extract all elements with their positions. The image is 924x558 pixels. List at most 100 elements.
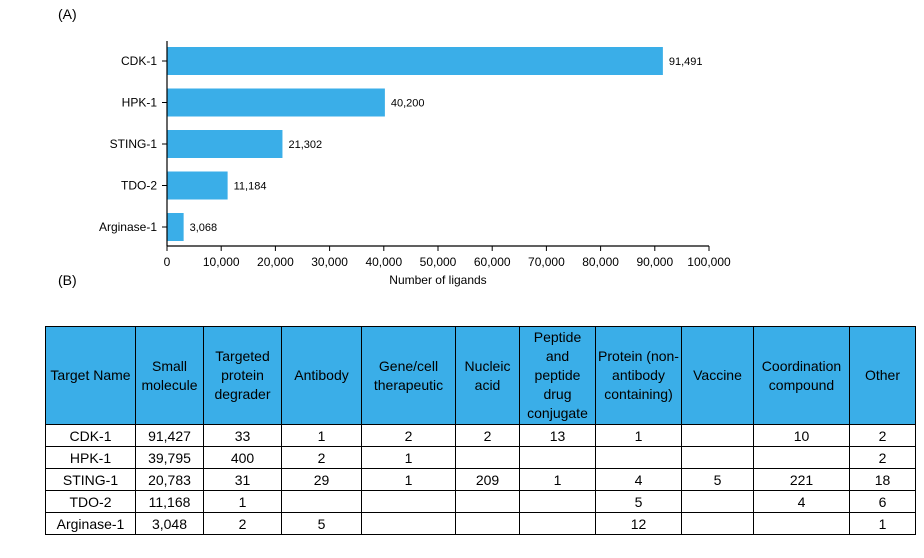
value-label: 91,491 [669, 56, 703, 68]
table-cell: 5 [281, 512, 362, 535]
table-header-cell: Target Name [45, 326, 136, 425]
table-cell: 18 [849, 468, 916, 491]
table-cell [681, 424, 754, 447]
bar-arginase-1 [167, 213, 184, 241]
table-cell: 1 [361, 468, 456, 491]
category-label: CDK-1 [121, 54, 157, 68]
bar-sting-1 [167, 130, 283, 158]
table-cell: 1 [281, 424, 362, 447]
x-tick-label: 40,000 [365, 255, 402, 269]
table-cell [361, 512, 456, 535]
table-cell [455, 490, 520, 513]
x-tick-label: 60,000 [474, 255, 511, 269]
x-tick-label: 10,000 [203, 255, 240, 269]
table-cell: 2 [203, 512, 282, 535]
table-header-cell: Protein (non-antibody containing) [595, 326, 682, 425]
table-cell: 1 [203, 490, 282, 513]
value-label: 11,184 [234, 181, 267, 193]
table-cell [519, 446, 596, 469]
table-cell [753, 512, 850, 535]
table-header-cell: Nucleic acid [455, 326, 520, 425]
table-cell: 20,783 [135, 468, 204, 491]
table-cell [681, 512, 754, 535]
table-cell [455, 446, 520, 469]
x-tick-label: 90,000 [636, 255, 673, 269]
table-header-row: Target Name Small molecule Targeted protei… [45, 326, 916, 425]
table-cell: 209 [455, 468, 520, 491]
x-tick-label: 30,000 [311, 255, 348, 269]
bar-cdk-1 [167, 47, 663, 75]
table-cell: 3,048 [135, 512, 204, 535]
panel-a-label: (A) [58, 6, 77, 22]
table-cell [361, 490, 456, 513]
table-cell: 33 [203, 424, 282, 447]
panel-b-label: (B) [58, 272, 77, 288]
row-target-name: Arginase-1 [45, 512, 136, 535]
table-cell: 4 [753, 490, 850, 513]
table-row: TDO-2 11,168 1 5 4 6 [45, 490, 916, 513]
table-cell [519, 490, 596, 513]
table-row: Arginase-1 3,048 2 5 12 1 [45, 512, 916, 535]
table-cell: 39,795 [135, 446, 204, 469]
table-cell: 2 [361, 424, 456, 447]
table-header-cell: Small molecule [135, 326, 204, 425]
table-cell: 91,427 [135, 424, 204, 447]
table-header-cell: Gene/cell therapeutic [361, 326, 456, 425]
table-header-cell: Other [849, 326, 916, 425]
x-tick-label: 70,000 [528, 255, 565, 269]
table-cell: 5 [595, 490, 682, 513]
table-cell [519, 512, 596, 535]
bar-chart: CDK-1 91,491 HPK-1 40,200 STING-1 21,302 TDO-2… [99, 41, 731, 287]
table-cell [681, 490, 754, 513]
table-cell: 5 [681, 468, 754, 491]
x-tick-label: 0 [164, 255, 171, 269]
table-cell: 13 [519, 424, 596, 447]
table-cell: 10 [753, 424, 850, 447]
table-cell: 12 [595, 512, 682, 535]
table-header-cell: Coordination compound [753, 326, 850, 425]
category-label: STING-1 [110, 137, 158, 151]
modality-table: Target Name Small molecule Targeted protei… [45, 326, 916, 535]
table-cell: 2 [849, 446, 916, 469]
table-cell [753, 446, 850, 469]
table-cell [281, 490, 362, 513]
table-cell: 2 [455, 424, 520, 447]
value-label: 40,200 [391, 98, 425, 110]
value-label: 21,302 [288, 139, 322, 151]
table-cell: 1 [519, 468, 596, 491]
table-header-cell: Peptide and peptide drug conjugate [519, 326, 596, 425]
x-tick-label: 80,000 [582, 255, 619, 269]
table-row: HPK-1 39,795 400 2 1 2 [45, 446, 916, 469]
modality-table-container: Target Name Small molecule Targeted protei… [45, 326, 916, 535]
x-tick-label: 100,000 [687, 255, 731, 269]
bar-tdo-2 [167, 171, 228, 200]
table-cell: 1 [595, 424, 682, 447]
table-header-cell: Targeted protein degrader [203, 326, 282, 425]
table-cell: 31 [203, 468, 282, 491]
x-axis-title: Number of ligands [389, 273, 486, 287]
category-label: Arginase-1 [99, 220, 157, 234]
table-header-cell: Vaccine [681, 326, 754, 425]
table-cell: 1 [849, 512, 916, 535]
table-header-cell: Antibody [281, 326, 362, 425]
row-target-name: HPK-1 [45, 446, 136, 469]
table-cell [595, 446, 682, 469]
table-cell: 29 [281, 468, 362, 491]
table-cell: 221 [753, 468, 850, 491]
row-target-name: CDK-1 [45, 424, 136, 447]
category-label: TDO-2 [121, 179, 157, 193]
table-cell: 4 [595, 468, 682, 491]
table-cell [455, 512, 520, 535]
table-row: CDK-1 91,427 33 1 2 2 13 1 10 2 [45, 424, 916, 447]
table-cell: 400 [203, 446, 282, 469]
x-tick-label: 50,000 [420, 255, 457, 269]
table-cell: 1 [361, 446, 456, 469]
table-cell: 2 [281, 446, 362, 469]
table-cell: 2 [849, 424, 916, 447]
row-target-name: STING-1 [45, 468, 136, 491]
value-label: 3,068 [190, 222, 218, 234]
table-cell [681, 446, 754, 469]
category-label: HPK-1 [122, 96, 158, 110]
table-row: STING-1 20,783 31 29 1 209 1 4 5 221 18 [45, 468, 916, 491]
table-cell: 6 [849, 490, 916, 513]
